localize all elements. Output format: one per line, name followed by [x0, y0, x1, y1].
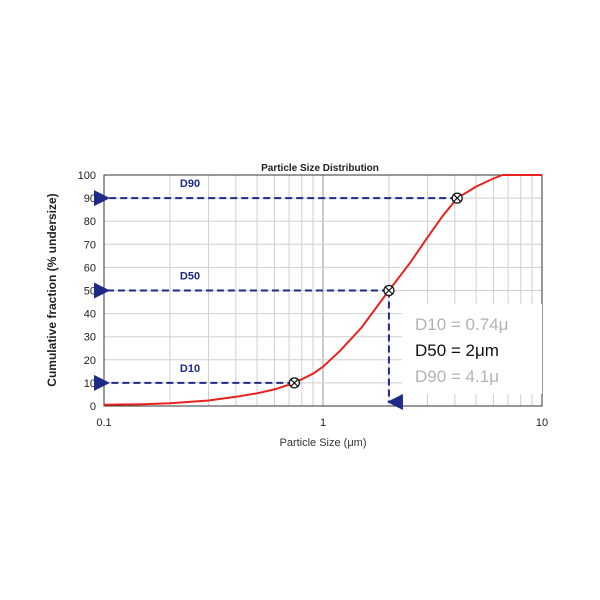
y-tick-label: 90: [84, 193, 96, 205]
chart-title: Particle Size Distribution: [261, 163, 379, 174]
y-axis-label: Cumulative fraction (% undersize): [45, 193, 59, 386]
y-tick-label: 0: [90, 401, 96, 413]
y-tick-label: 80: [84, 216, 96, 228]
marker-lines: D90 D50 D10: [94, 178, 458, 410]
y-tick-label: 60: [84, 262, 96, 274]
marker-point-d10: [288, 377, 301, 389]
annotation-d50: D50 = 2μm: [415, 341, 499, 360]
x-tick-label: 0.1: [96, 417, 111, 429]
marker-point-d90: [451, 192, 463, 204]
y-tick-label: 50: [84, 286, 96, 298]
annotation-d90: D90 = 4.1μ: [415, 367, 499, 386]
marker-label-d50: D50: [180, 271, 200, 283]
y-tick-label: 10: [84, 378, 96, 390]
y-tick-label: 100: [78, 170, 96, 182]
cumulative-distribution-line: [103, 174, 542, 406]
marker-points: [288, 192, 463, 389]
x-tick-labels: 0.1 1 10: [96, 417, 548, 429]
x-axis-label: Particle Size (μm): [279, 437, 366, 449]
y-tick-label: 30: [84, 332, 96, 344]
annotation-d10: D10 = 0.74μ: [415, 315, 508, 334]
annotation-box: [402, 304, 542, 394]
y-tick-label: 70: [84, 239, 96, 251]
y-tick-label: 40: [84, 309, 96, 321]
y-tick-label: 20: [84, 355, 96, 367]
x-tick-label: 10: [536, 417, 548, 429]
marker-label-d10: D10: [180, 363, 200, 375]
marker-point-d50: [383, 284, 395, 297]
marker-label-d90: D90: [180, 178, 200, 190]
y-tick-labels: 0 10 20 30 40 50 60 70 80 90 100: [78, 170, 96, 413]
x-tick-label: 1: [320, 417, 326, 429]
